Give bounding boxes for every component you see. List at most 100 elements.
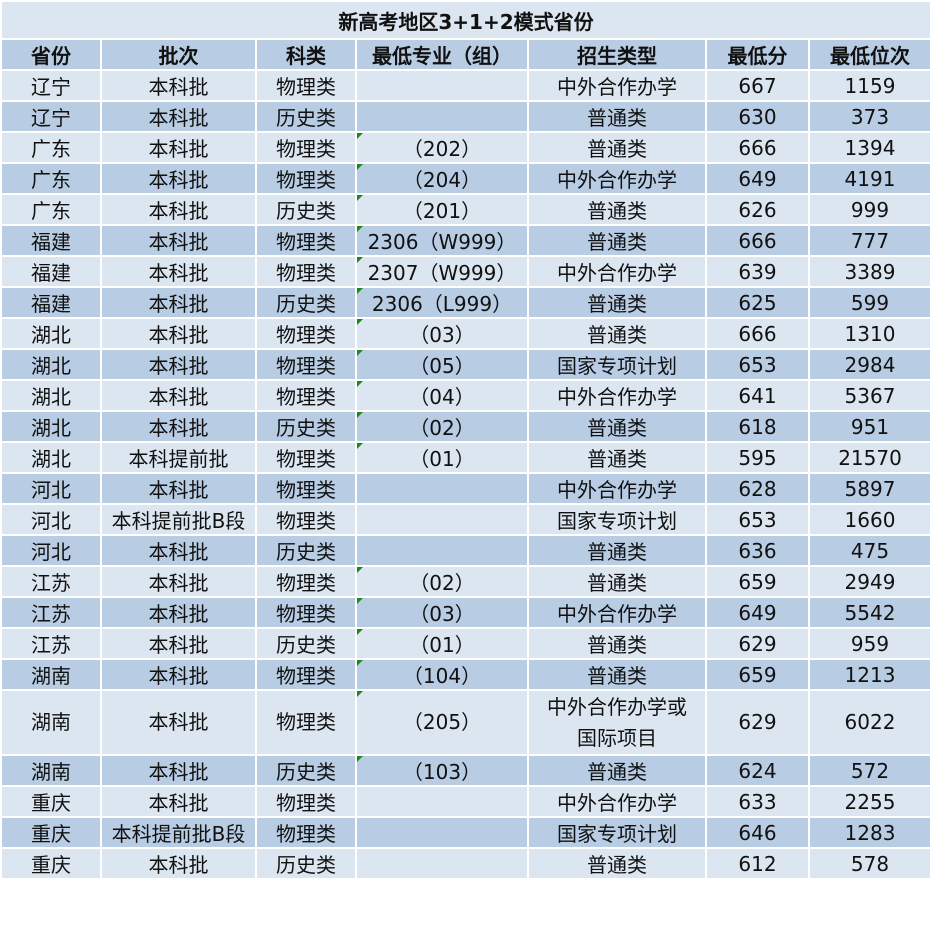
cell-major-group[interactable]: （204） (355, 162, 529, 195)
cell-subject[interactable]: 历史类 (255, 754, 357, 787)
cell-major-group[interactable]: （202） (355, 131, 529, 164)
cell-batch[interactable]: 本科批 (100, 785, 257, 818)
cell-batch[interactable]: 本科批 (100, 193, 257, 226)
cell-province[interactable]: 重庆 (0, 785, 102, 818)
cell-min-rank[interactable]: 1283 (807, 816, 930, 849)
cell-subject[interactable]: 物理类 (255, 162, 357, 195)
cell-subject[interactable]: 物理类 (255, 658, 357, 691)
cell-province[interactable]: 河北 (0, 534, 102, 567)
cell-min-rank[interactable]: 999 (807, 193, 930, 226)
cell-major-group[interactable]: （03） (355, 596, 529, 629)
cell-province[interactable]: 江苏 (0, 565, 102, 598)
cell-enroll-type[interactable]: 普通类 (527, 131, 707, 164)
cell-major-group[interactable] (355, 472, 529, 505)
cell-batch[interactable]: 本科批 (100, 596, 257, 629)
cell-subject[interactable]: 物理类 (255, 565, 357, 598)
cell-min-score[interactable]: 659 (705, 565, 810, 598)
cell-batch[interactable]: 本科批 (100, 534, 257, 567)
cell-batch[interactable]: 本科批 (100, 472, 257, 505)
cell-batch[interactable]: 本科提前批B段 (100, 816, 257, 849)
cell-batch[interactable]: 本科批 (100, 410, 257, 443)
cell-subject[interactable]: 物理类 (255, 816, 357, 849)
cell-min-rank[interactable]: 1213 (807, 658, 930, 691)
cell-subject[interactable]: 物理类 (255, 255, 357, 288)
cell-min-rank[interactable]: 4191 (807, 162, 930, 195)
cell-major-group[interactable]: （05） (355, 348, 529, 381)
cell-batch[interactable]: 本科提前批B段 (100, 503, 257, 536)
cell-province[interactable]: 广东 (0, 131, 102, 164)
cell-province[interactable]: 河北 (0, 503, 102, 536)
cell-province[interactable]: 江苏 (0, 596, 102, 629)
cell-subject[interactable]: 历史类 (255, 193, 357, 226)
cell-min-rank[interactable]: 5897 (807, 472, 930, 505)
cell-batch[interactable]: 本科批 (100, 162, 257, 195)
cell-province[interactable]: 重庆 (0, 816, 102, 849)
cell-subject[interactable]: 历史类 (255, 534, 357, 567)
cell-min-score[interactable]: 666 (705, 224, 810, 257)
cell-province[interactable]: 河北 (0, 472, 102, 505)
cell-min-rank[interactable]: 578 (807, 847, 930, 880)
cell-enroll-type[interactable]: 中外合作办学 (527, 472, 707, 505)
cell-min-rank[interactable]: 1394 (807, 131, 930, 164)
cell-enroll-type[interactable]: 普通类 (527, 754, 707, 787)
cell-min-rank[interactable]: 2255 (807, 785, 930, 818)
cell-major-group[interactable] (355, 100, 529, 133)
cell-enroll-type[interactable]: 普通类 (527, 193, 707, 226)
cell-subject[interactable]: 历史类 (255, 286, 357, 319)
cell-enroll-type[interactable]: 中外合作办学 (527, 255, 707, 288)
cell-major-group[interactable]: （104） (355, 658, 529, 691)
cell-min-rank[interactable]: 959 (807, 627, 930, 660)
cell-province[interactable]: 湖南 (0, 754, 102, 787)
cell-min-score[interactable]: 646 (705, 816, 810, 849)
cell-enroll-type[interactable]: 中外合作办学 (527, 69, 707, 102)
cell-min-rank[interactable]: 475 (807, 534, 930, 567)
cell-min-rank[interactable]: 599 (807, 286, 930, 319)
cell-province[interactable]: 辽宁 (0, 69, 102, 102)
cell-batch[interactable]: 本科批 (100, 69, 257, 102)
cell-enroll-type[interactable]: 普通类 (527, 847, 707, 880)
cell-min-score[interactable]: 649 (705, 596, 810, 629)
cell-enroll-type[interactable]: 普通类 (527, 441, 707, 474)
cell-major-group[interactable]: 2306（L999） (355, 286, 529, 319)
cell-enroll-type[interactable]: 普通类 (527, 100, 707, 133)
cell-batch[interactable]: 本科批 (100, 627, 257, 660)
cell-min-score[interactable]: 639 (705, 255, 810, 288)
cell-province[interactable]: 辽宁 (0, 100, 102, 133)
cell-min-score[interactable]: 659 (705, 658, 810, 691)
cell-enroll-type[interactable]: 普通类 (527, 286, 707, 319)
cell-enroll-type[interactable]: 国家专项计划 (527, 816, 707, 849)
cell-major-group[interactable]: （04） (355, 379, 529, 412)
cell-enroll-type[interactable]: 普通类 (527, 658, 707, 691)
cell-min-score[interactable]: 625 (705, 286, 810, 319)
cell-major-group[interactable]: （01） (355, 627, 529, 660)
cell-batch[interactable]: 本科批 (100, 317, 257, 350)
cell-batch[interactable]: 本科批 (100, 131, 257, 164)
cell-batch[interactable]: 本科提前批 (100, 441, 257, 474)
cell-province[interactable]: 湖北 (0, 379, 102, 412)
cell-min-score[interactable]: 636 (705, 534, 810, 567)
cell-province[interactable]: 广东 (0, 193, 102, 226)
cell-batch[interactable]: 本科批 (100, 100, 257, 133)
cell-batch[interactable]: 本科批 (100, 689, 257, 756)
cell-major-group[interactable]: （103） (355, 754, 529, 787)
cell-batch[interactable]: 本科批 (100, 255, 257, 288)
cell-major-group[interactable]: （201） (355, 193, 529, 226)
cell-enroll-type[interactable]: 中外合作办学 (527, 379, 707, 412)
cell-province[interactable]: 福建 (0, 255, 102, 288)
cell-batch[interactable]: 本科批 (100, 286, 257, 319)
cell-subject[interactable]: 历史类 (255, 847, 357, 880)
cell-min-score[interactable]: 628 (705, 472, 810, 505)
cell-min-rank[interactable]: 2984 (807, 348, 930, 381)
cell-min-rank[interactable]: 2949 (807, 565, 930, 598)
cell-province[interactable]: 广东 (0, 162, 102, 195)
cell-min-score[interactable]: 653 (705, 348, 810, 381)
cell-min-rank[interactable]: 3389 (807, 255, 930, 288)
cell-min-score[interactable]: 618 (705, 410, 810, 443)
cell-major-group[interactable] (355, 69, 529, 102)
cell-province[interactable]: 湖南 (0, 689, 102, 756)
cell-enroll-type[interactable]: 中外合作办学 (527, 785, 707, 818)
cell-subject[interactable]: 物理类 (255, 472, 357, 505)
cell-min-score[interactable]: 624 (705, 754, 810, 787)
cell-batch[interactable]: 本科批 (100, 348, 257, 381)
cell-min-rank[interactable]: 951 (807, 410, 930, 443)
